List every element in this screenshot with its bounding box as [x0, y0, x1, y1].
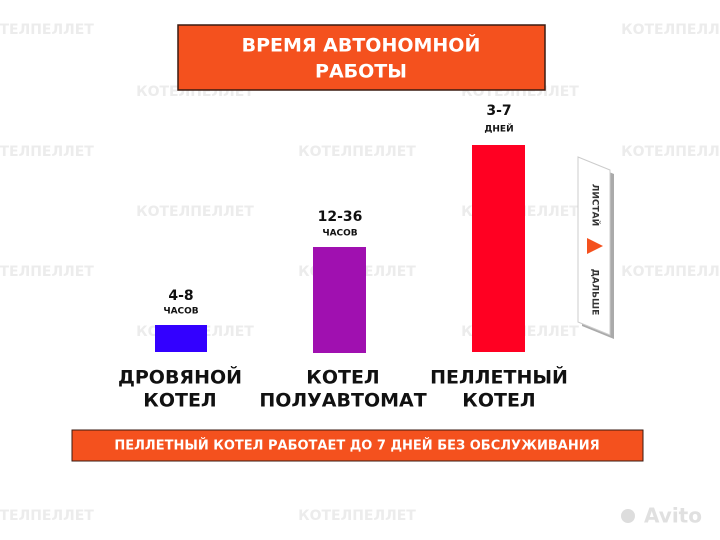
unit: ЧАСОВ — [322, 229, 357, 239]
item-name: ПЕЛЛЕТНЫЙ — [430, 366, 568, 389]
item-name: КОТЕЛ — [462, 390, 535, 412]
watermark: КОТЕЛПЕЛЛЕТ — [621, 144, 720, 160]
bar — [155, 325, 207, 352]
watermark: КОТЕЛПЕЛЛЕТ — [0, 508, 94, 524]
hint-arrow — [587, 238, 603, 254]
hint-text: ДАЛЬШЕ — [590, 269, 600, 316]
hint-text: ЛИСТАЙ — [590, 184, 602, 226]
watermark: КОТЕЛПЕЛЛЕТ — [0, 264, 94, 280]
item-name: ДРОВЯНОЙ — [118, 366, 242, 389]
footer-banner — [71, 429, 644, 462]
amount: 4-8 — [168, 288, 193, 304]
logo: Avito — [644, 504, 702, 528]
amount: 12-36 — [318, 209, 363, 225]
watermark: КОТЕЛПЕЛЛЕТ — [0, 144, 94, 160]
bar — [313, 247, 366, 353]
logo-icon — [621, 509, 635, 523]
title-line: РАБОТЫ — [315, 61, 407, 83]
item-name: КОТЕЛ — [306, 367, 379, 389]
title-line: ВРЕМЯ АВТОНОМНОЙ — [242, 34, 481, 57]
watermark: КОТЕЛПЕЛЛЕТ — [136, 204, 254, 220]
watermark: КОТЕЛПЕЛЛЕТ — [298, 144, 416, 160]
title-box — [177, 24, 546, 91]
watermark: КОТЕЛПЕЛЛЕТ — [621, 264, 720, 280]
watermark: КОТЕЛПЕЛЛЕТ — [621, 22, 720, 38]
item-name: ПОЛУАВТОМАТ — [259, 390, 426, 412]
unit: ДНЕЙ — [484, 123, 513, 135]
amount: 3-7 — [486, 103, 511, 119]
unit: ЧАСОВ — [163, 307, 198, 317]
bar — [472, 145, 525, 352]
watermark: КОТЕЛПЕЛЛЕТ — [0, 22, 94, 38]
footer-text: ПЕЛЛЕТНЫЙ КОТЕЛ РАБОТАЕТ ДО 7 ДНЕЙ БЕЗ О… — [114, 438, 599, 454]
watermark: КОТЕЛПЕЛЛЕТ — [298, 508, 416, 524]
item-name: КОТЕЛ — [143, 390, 216, 412]
